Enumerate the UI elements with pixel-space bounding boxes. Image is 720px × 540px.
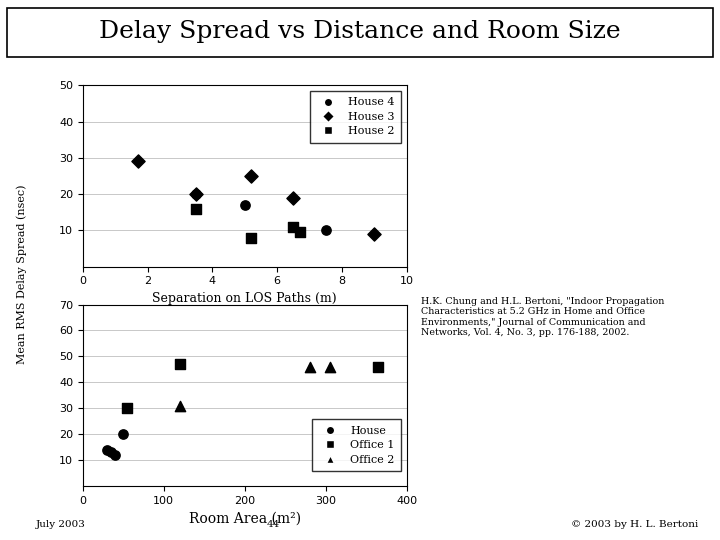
X-axis label: Separation on LOS Paths (m): Separation on LOS Paths (m) [153, 292, 337, 305]
Point [109, 450, 121, 459]
Point [190, 204, 202, 213]
Legend: House 4, House 3, House 2: House 4, House 3, House 2 [310, 91, 401, 143]
Point [287, 222, 300, 231]
Point [105, 448, 117, 457]
Point [287, 193, 300, 202]
Point [369, 230, 380, 238]
Point [117, 430, 129, 438]
Point [246, 233, 257, 242]
Point [287, 222, 300, 231]
Point [174, 360, 186, 368]
Point [320, 226, 331, 235]
Text: Delay Spread vs Distance and Room Size: Delay Spread vs Distance and Room Size [99, 20, 621, 43]
Point [190, 190, 202, 199]
Point [132, 157, 144, 166]
Text: Mean RMS Delay Spread (nsec): Mean RMS Delay Spread (nsec) [17, 184, 27, 364]
Point [190, 190, 202, 199]
Text: 44: 44 [267, 520, 280, 529]
Point [373, 362, 384, 371]
Point [294, 228, 306, 237]
Point [324, 362, 336, 371]
Legend: House, Office 1, Office 2: House, Office 1, Office 2 [312, 419, 401, 471]
Point [102, 446, 113, 454]
Point [239, 201, 251, 210]
Point [246, 172, 257, 180]
Text: H.K. Chung and H.L. Bertoni, "Indoor Propagation
Characteristics at 5.2 GHz in H: H.K. Chung and H.L. Bertoni, "Indoor Pro… [421, 297, 665, 337]
Text: July 2003: July 2003 [36, 520, 86, 529]
Point [304, 362, 315, 371]
Point [122, 404, 133, 413]
Text: © 2003 by H. L. Bertoni: © 2003 by H. L. Bertoni [571, 520, 698, 529]
Point [174, 401, 186, 410]
X-axis label: Room Area (m²): Room Area (m²) [189, 511, 301, 525]
